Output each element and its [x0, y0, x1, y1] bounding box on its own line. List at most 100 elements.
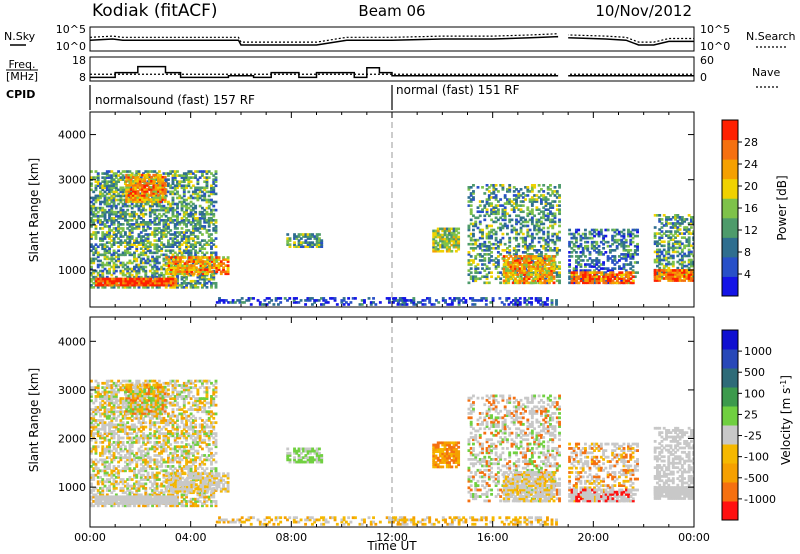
power-cell: [494, 257, 498, 260]
power-cell: [558, 267, 561, 270]
power-cell: [542, 198, 546, 201]
power-cell: [434, 249, 438, 253]
power-cell: [130, 231, 134, 234]
power-cell: [454, 227, 458, 231]
power-cell: [272, 303, 276, 306]
power-cell: [459, 299, 463, 302]
power-cell: [530, 202, 534, 205]
power-cell: [687, 242, 691, 246]
power-cell: [144, 253, 148, 257]
power-cell: [217, 256, 221, 259]
power-cell: [434, 239, 438, 243]
power-cell: [162, 229, 166, 232]
power-cell: [92, 259, 96, 263]
power-cell: [553, 222, 557, 226]
power-cell: [114, 229, 118, 232]
power-cell: [101, 221, 105, 224]
power-cell: [611, 248, 615, 252]
power-cell: [207, 243, 211, 246]
power-cell: [502, 267, 506, 270]
power-cell: [553, 261, 557, 264]
power-cell: [481, 236, 484, 240]
power-cell: [683, 260, 687, 264]
power-cell: [551, 220, 555, 224]
power-cell: [528, 198, 532, 201]
power-cell: [157, 221, 161, 224]
power-cell: [685, 230, 689, 233]
power-cell: [680, 269, 684, 272]
power-cell: [629, 281, 633, 285]
power-cell: [188, 260, 192, 263]
power-cell: [180, 204, 184, 208]
velocity-cell: [101, 482, 105, 486]
power-cell: [508, 248, 512, 252]
power-cell: [130, 206, 134, 210]
power-cell: [403, 297, 407, 300]
power-cell: [141, 198, 144, 201]
power-cell: [543, 267, 547, 270]
power-cell: [595, 277, 599, 281]
power-cell: [189, 286, 193, 289]
power-cell: [210, 186, 213, 190]
power-cell: [584, 265, 587, 268]
power-cell: [490, 255, 494, 258]
power-cell: [490, 236, 494, 240]
velocity-cell: [103, 480, 107, 484]
power-cell: [110, 208, 114, 212]
power-cell: [524, 186, 527, 189]
power-cell: [187, 229, 191, 232]
power-cell: [293, 241, 296, 244]
power-cell: [194, 210, 198, 214]
power-cell: [445, 239, 449, 243]
power-cell: [112, 286, 116, 289]
power-cell: [198, 194, 202, 198]
power-cell: [553, 220, 557, 224]
power-cell: [692, 220, 694, 223]
power-cell: [555, 234, 559, 238]
power-cell: [174, 281, 178, 285]
power-cell: [212, 239, 216, 242]
power-cell: [101, 194, 105, 198]
power-cell: [478, 222, 482, 226]
power-cell: [445, 245, 449, 249]
power-cell: [568, 232, 572, 236]
power-cell: [215, 268, 219, 272]
power-cell: [658, 266, 662, 270]
power-cell: [172, 262, 176, 265]
power-cell: [205, 198, 209, 202]
power-cell: [669, 254, 673, 258]
power-cell: [194, 190, 198, 194]
power-cell: [549, 188, 552, 191]
power-cell: [205, 286, 209, 289]
power-cell: [454, 243, 458, 247]
power-cell: [478, 228, 482, 232]
velocity-cell: [101, 419, 105, 422]
velocity-cell: [94, 445, 98, 449]
power-cell: [448, 241, 451, 245]
power-cell: [457, 303, 461, 306]
power-cell: [570, 277, 574, 281]
power-cell: [541, 269, 545, 272]
power-cell: [101, 180, 105, 184]
power-cell: [553, 212, 557, 216]
power-cell: [633, 234, 637, 238]
power-cell: [173, 257, 177, 261]
power-cell: [144, 269, 148, 273]
power-cell: [119, 283, 123, 287]
power-cell: [306, 233, 310, 236]
power-cell: [310, 303, 314, 306]
power-cell: [481, 208, 484, 212]
power-cell: [160, 241, 164, 244]
velocity-cell: [94, 493, 98, 497]
power-cell: [123, 233, 127, 236]
power-cell: [112, 267, 116, 271]
power-cell: [146, 202, 150, 206]
power-cell: [119, 227, 123, 230]
power-cell: [191, 233, 195, 236]
power-cell: [593, 240, 596, 244]
power-cell: [190, 272, 194, 276]
power-cell: [617, 238, 621, 242]
power-cell: [153, 257, 157, 261]
power-cell: [518, 303, 522, 306]
power-cell: [103, 247, 107, 251]
